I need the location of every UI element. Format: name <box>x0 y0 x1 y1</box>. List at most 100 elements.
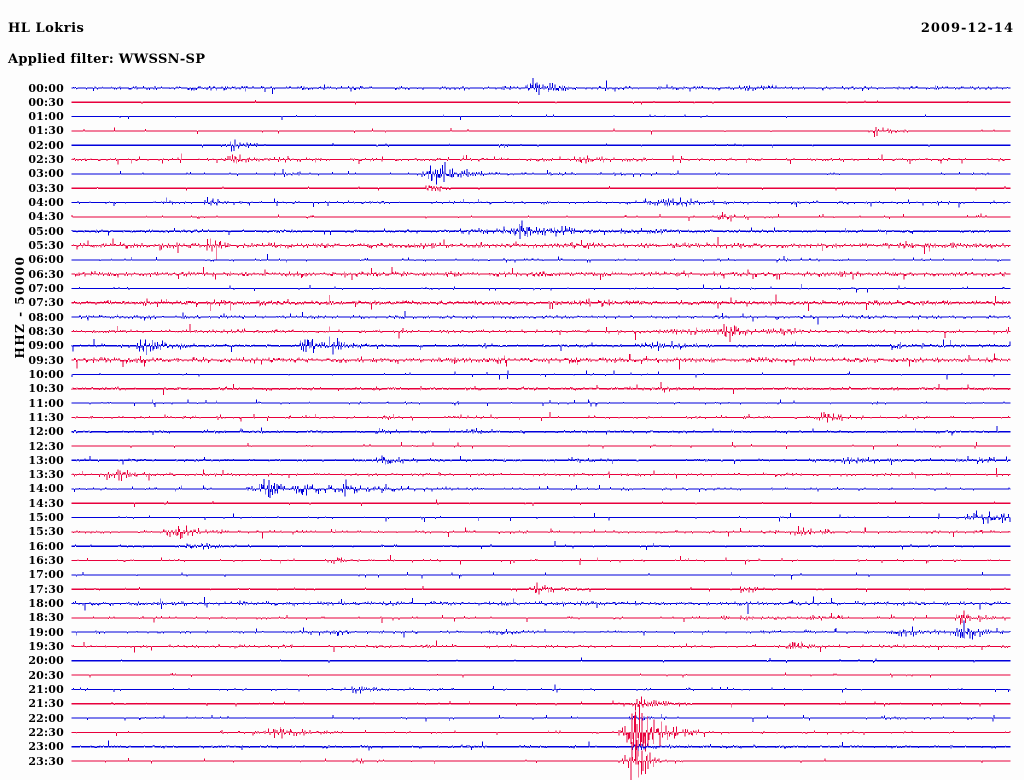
seismic-trace <box>71 399 1011 407</box>
seismic-trace <box>71 236 1011 261</box>
time-label: 04:30 <box>28 210 64 224</box>
time-label: 06:00 <box>28 253 64 267</box>
seismic-trace <box>71 704 1011 757</box>
seismic-trace <box>71 153 1011 165</box>
seismic-trace <box>71 657 1011 664</box>
time-label: 13:30 <box>28 468 64 482</box>
seismic-trace <box>71 212 1011 222</box>
time-label: 11:30 <box>28 410 64 424</box>
seismic-trace <box>71 554 1011 566</box>
seismic-trace <box>71 740 1011 751</box>
time-label: 20:30 <box>28 668 64 682</box>
seismic-trace <box>71 310 1011 325</box>
time-label: 00:30 <box>28 95 64 109</box>
seismic-trace <box>71 525 1011 539</box>
time-label: 18:00 <box>28 597 64 611</box>
seismic-trace <box>71 620 1011 640</box>
time-label: 02:00 <box>28 138 64 152</box>
seismic-trace <box>71 220 1011 240</box>
time-label: 09:00 <box>28 339 64 353</box>
seismic-trace <box>71 640 1011 653</box>
time-label: 03:30 <box>28 181 64 195</box>
seismic-trace <box>71 541 1011 550</box>
seismic-trace <box>71 441 1011 450</box>
seismic-trace <box>71 127 1011 137</box>
applied-filter-label: Applied filter: WWSSN-SP <box>8 52 206 67</box>
seismic-trace <box>71 672 1011 678</box>
time-label: 14:00 <box>28 482 64 496</box>
time-label: 21:30 <box>28 697 64 711</box>
seismic-trace <box>71 610 1011 625</box>
seismic-trace <box>71 196 1011 208</box>
time-label: 23:30 <box>28 754 64 768</box>
seismic-trace <box>71 114 1011 120</box>
seismic-trace <box>71 713 1011 723</box>
seismic-trace <box>71 323 1011 342</box>
time-label: 22:30 <box>28 725 64 739</box>
seismic-trace <box>71 100 1011 105</box>
time-label: 23:00 <box>28 740 64 754</box>
seismic-trace <box>71 479 1011 499</box>
time-label: 15:00 <box>28 511 64 525</box>
time-label: 02:30 <box>28 153 64 167</box>
seismic-trace <box>71 425 1011 436</box>
date-label: 2009-12-14 <box>920 21 1014 36</box>
seismic-trace <box>71 510 1011 524</box>
time-label: 01:00 <box>28 110 64 124</box>
time-label: 12:00 <box>28 425 64 439</box>
seismic-trace <box>71 336 1011 355</box>
time-label: 03:00 <box>28 167 64 181</box>
seismic-trace <box>71 254 1011 263</box>
time-label: 05:00 <box>28 224 64 238</box>
time-label: 06:30 <box>28 267 64 281</box>
seismic-trace <box>71 78 1011 95</box>
seismic-trace <box>71 139 1011 152</box>
time-label: 09:30 <box>28 353 64 367</box>
time-label: 00:00 <box>28 81 64 95</box>
time-label: 22:00 <box>28 711 64 725</box>
seismic-trace <box>71 370 1011 380</box>
time-label: 21:00 <box>28 682 64 696</box>
seismic-trace <box>71 740 1011 780</box>
time-label: 18:30 <box>28 611 64 625</box>
time-label: 04:00 <box>28 196 64 210</box>
seismic-trace <box>71 266 1011 280</box>
time-label: 19:30 <box>28 639 64 653</box>
time-label: 07:30 <box>28 296 64 310</box>
seismic-trace <box>71 353 1011 370</box>
seismic-trace <box>71 499 1011 507</box>
time-label: 01:30 <box>28 124 64 138</box>
seismic-trace <box>71 684 1011 694</box>
time-label: 17:30 <box>28 582 64 596</box>
seismic-trace <box>71 596 1011 614</box>
time-label: 19:00 <box>28 625 64 639</box>
seismic-trace <box>71 185 1011 192</box>
seismic-trace <box>71 455 1011 466</box>
time-label: 08:00 <box>28 310 64 324</box>
seismic-trace <box>71 571 1011 580</box>
seismic-trace <box>71 582 1011 595</box>
station-title: HL Lokris <box>8 21 85 36</box>
time-label: 08:30 <box>28 324 64 338</box>
time-label: 14:30 <box>28 496 64 510</box>
seismic-trace <box>71 294 1011 312</box>
time-label: 11:00 <box>28 396 64 410</box>
time-label: 20:00 <box>28 654 64 668</box>
seismic-trace <box>71 412 1011 423</box>
time-axis-labels: 00:00 00:30 01:00 01:30 02:00 02:30 03:00 03:30… <box>0 0 70 780</box>
time-label: 10:00 <box>28 367 64 381</box>
seismic-trace <box>71 467 1011 482</box>
time-label: 05:30 <box>28 239 64 253</box>
seismic-trace <box>71 284 1011 293</box>
time-label: 15:30 <box>28 525 64 539</box>
time-label: 13:00 <box>28 453 64 467</box>
seismic-trace <box>71 696 1011 711</box>
time-label: 10:30 <box>28 382 64 396</box>
time-label: 16:00 <box>28 539 64 553</box>
time-label: 07:00 <box>28 281 64 295</box>
time-label: 16:30 <box>28 554 64 568</box>
seismic-trace <box>71 161 1011 185</box>
time-label: 17:00 <box>28 568 64 582</box>
seismic-trace <box>71 382 1011 395</box>
